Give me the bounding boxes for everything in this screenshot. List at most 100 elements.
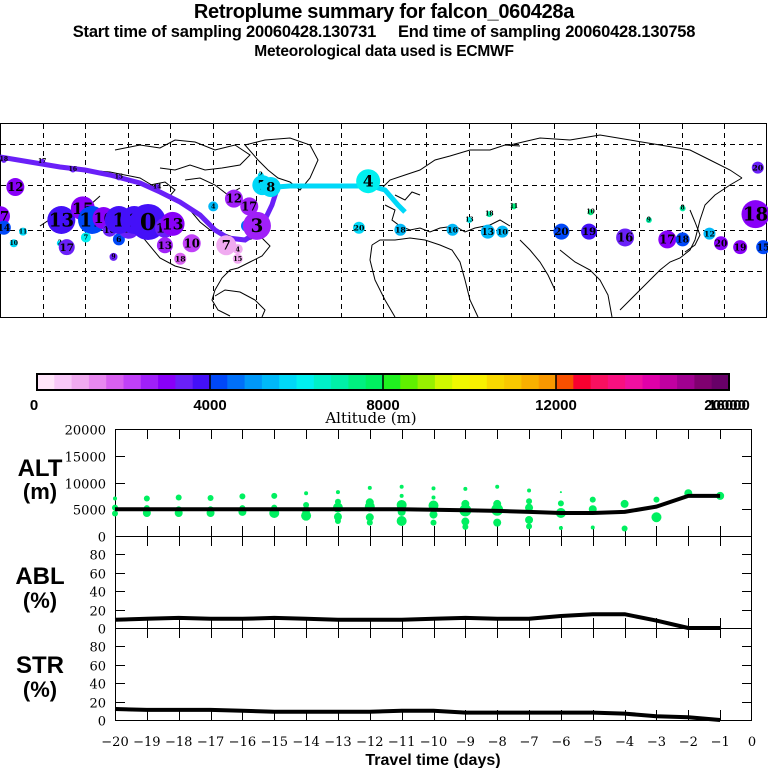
x-tick-label: −10	[420, 735, 447, 750]
plume-point-label: 15	[757, 242, 768, 253]
altitude-cluster-point	[651, 512, 662, 523]
plume-point: 13	[47, 206, 76, 234]
plume-point-label: 18	[0, 156, 8, 163]
altitude-cluster-point	[207, 495, 214, 502]
altitude-cluster-point	[430, 519, 437, 526]
plume-point: 15	[232, 253, 243, 264]
plume-point-marker	[703, 227, 716, 240]
plume-point-label: 17	[59, 242, 73, 254]
plume-point-label: 16	[617, 231, 633, 245]
plume-point-marker	[553, 223, 570, 240]
plume-point: 19	[733, 240, 748, 255]
altitude-cluster-point	[334, 518, 341, 525]
colorbar-segment	[486, 374, 505, 390]
colorbar-segment	[210, 374, 228, 390]
series-line-abl	[114, 612, 721, 630]
colorbar-segment	[88, 374, 107, 390]
plume-point-marker	[80, 232, 91, 243]
plume-point-marker	[112, 233, 125, 246]
colorbar-segment	[590, 374, 609, 390]
altitude-cluster-point	[399, 493, 404, 498]
plume-point-label: 11	[510, 203, 518, 210]
colorbar-segment	[37, 374, 55, 390]
plume-point-marker	[58, 239, 75, 256]
altitude-cluster-point	[557, 500, 564, 507]
x-tick-label: −13	[324, 735, 351, 750]
plume-point-label: 20	[354, 223, 365, 232]
colorbar-segment	[400, 374, 419, 390]
altitude-cluster-point	[527, 488, 532, 493]
x-tick-label: −1	[711, 735, 730, 750]
plume-point: 16	[446, 223, 459, 236]
altitude-cluster-point	[589, 496, 596, 503]
colorbar-tick-label: 0	[30, 397, 38, 414]
x-tick-label: −4	[615, 735, 634, 750]
plume-point-marker	[224, 189, 243, 208]
plume-point: 20	[713, 236, 728, 251]
plume-point-marker	[232, 253, 243, 264]
plume-point: 17	[240, 197, 259, 216]
plume-point-marker	[356, 169, 381, 194]
plume-point: 8	[260, 177, 281, 198]
plume-point: 8	[679, 205, 686, 212]
plume-point-label: 10	[10, 240, 18, 247]
x-tick-label: −16	[229, 735, 256, 750]
panel-ylabel: (%)	[23, 588, 57, 613]
coastline-africa	[369, 237, 479, 318]
colorbar-segment	[538, 374, 557, 390]
plume-point-label: 4	[211, 203, 216, 211]
altitude-cluster-point	[525, 503, 534, 512]
colorbar-segment	[192, 374, 211, 390]
colorbar-segment	[642, 374, 661, 390]
colorbar-segment	[383, 374, 401, 390]
colorbar-tick-label: 4000	[193, 397, 226, 414]
plume-point-marker	[645, 217, 652, 223]
altitude-cluster-point	[493, 518, 502, 527]
y-tick-label: 0	[98, 623, 106, 638]
sampling-time-line: Start time of sampling 20060428.130731 E…	[72, 23, 696, 41]
plume-point-marker	[496, 225, 509, 238]
plume-point-marker	[208, 201, 219, 212]
colorbar-segment	[365, 374, 384, 390]
y-tick-label: 20	[89, 605, 106, 620]
colorbar-segment	[123, 374, 142, 390]
altitude-cluster-point	[143, 495, 150, 502]
plume-point-marker	[47, 206, 76, 234]
colorbar-segment	[677, 374, 695, 390]
plume-point: 12	[703, 227, 716, 240]
altitude-cluster-point	[653, 496, 660, 503]
plume-point: 4	[232, 244, 243, 255]
y-tick-label: 10000	[65, 478, 106, 493]
plume-point: 18	[394, 223, 407, 236]
plume-point-marker	[216, 235, 237, 256]
plume-point-marker	[69, 166, 76, 173]
x-tick-label: −14	[292, 735, 319, 750]
altitude-cluster-point	[301, 510, 312, 521]
plume-point: 13	[160, 211, 185, 236]
plume-markers: 1817161514121714111013151116217769182011…	[0, 156, 768, 265]
colorbar-tick-label: 12000	[535, 397, 577, 414]
plume-point-marker	[242, 211, 271, 240]
plume-point-marker	[756, 240, 768, 255]
plume-point-label: 15	[115, 174, 123, 181]
colorbar-segment	[573, 374, 592, 390]
plume-point: 18	[174, 252, 187, 265]
plume-point-label: 13	[158, 240, 172, 252]
plume-point-label: 20	[715, 238, 728, 249]
plume-point: 17	[38, 158, 46, 165]
x-tick-label: −6	[551, 735, 570, 750]
x-tick-label: −5	[583, 735, 602, 750]
plume-point-label: 4	[236, 245, 241, 253]
y-tick-label: 20	[89, 697, 106, 712]
plume-point: 19	[581, 223, 598, 240]
plume-point-label: 7	[84, 234, 89, 242]
altitude-cluster-point	[175, 494, 182, 501]
plume-point-label: 13	[49, 210, 74, 231]
plume-point-label: 12	[704, 229, 715, 238]
x-tick-label: −12	[356, 735, 383, 750]
plume-point-label: 18	[485, 211, 493, 218]
plume-point-label: 19	[734, 242, 747, 253]
x-tick-label: −2	[679, 735, 698, 750]
